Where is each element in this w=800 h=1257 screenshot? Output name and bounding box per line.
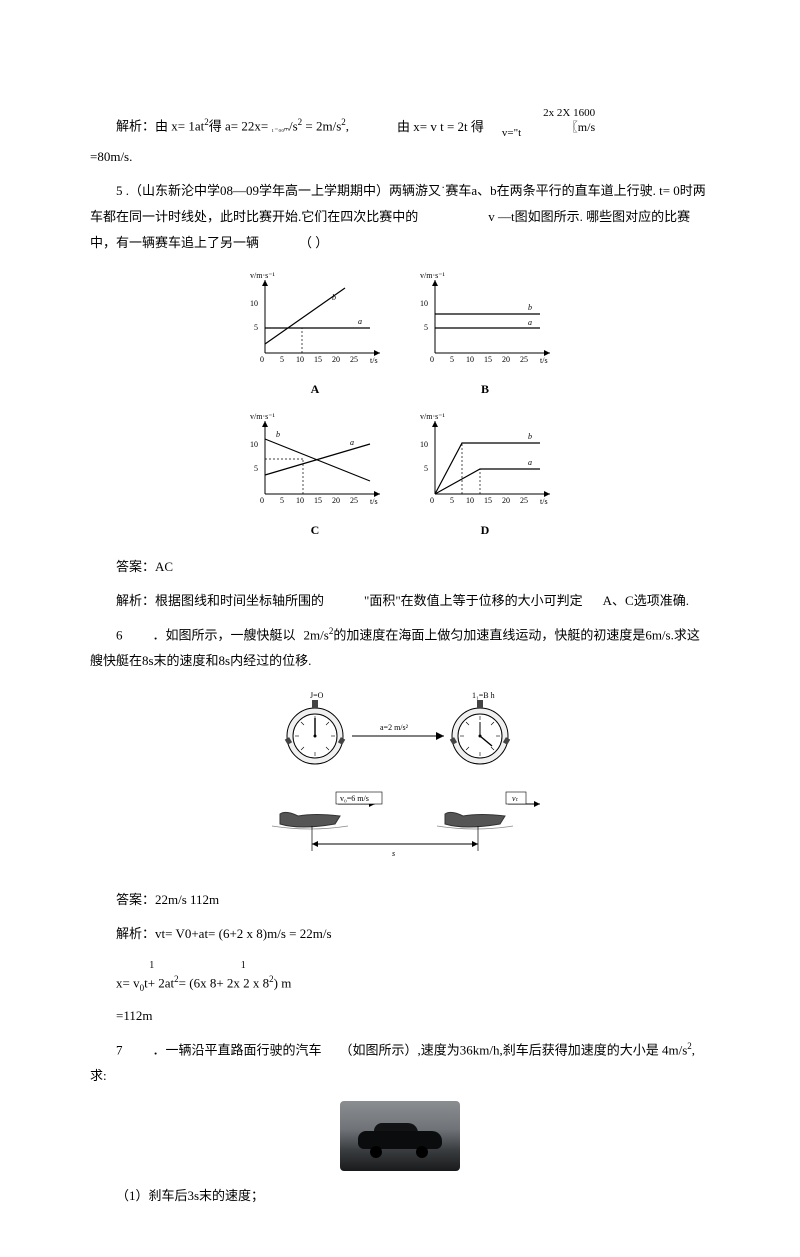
- svg-text:0: 0: [260, 355, 264, 364]
- svg-text:5: 5: [450, 496, 454, 505]
- svg-text:10: 10: [466, 355, 474, 364]
- svg-text:v/m·s⁻¹: v/m·s⁻¹: [250, 412, 275, 421]
- svg-text:a: a: [358, 317, 362, 326]
- svg-text:b: b: [528, 303, 532, 312]
- document-page: 解析：由 x= 1at2得 a= 22x= ₁₋₀₀ₘ/s2 = 2m/s2, …: [0, 0, 800, 1257]
- text: 得 a= 22x=: [209, 119, 272, 134]
- svg-text:25: 25: [520, 496, 528, 505]
- q7-sub1: （1）刹车后3s末的速度；: [90, 1183, 710, 1209]
- svg-text:t/s: t/s: [540, 356, 548, 365]
- s-label: s: [392, 849, 395, 858]
- q5-charts: v/m·s⁻¹ t/s 0 510152025 510 b a A v: [90, 268, 710, 542]
- svg-text:20: 20: [332, 496, 340, 505]
- q6-diagram: J=O 1₁=B h: [90, 686, 710, 875]
- svg-text:t/s: t/s: [540, 497, 548, 506]
- svg-text:10: 10: [296, 496, 304, 505]
- chart-B: v/m·s⁻¹ t/s 0 510152025 510 b a B: [410, 268, 560, 401]
- svg-text:15: 15: [314, 496, 322, 505]
- svg-text:5: 5: [280, 496, 284, 505]
- text: 解析：由 x= 1at: [116, 119, 204, 134]
- left-time-label: J=O: [310, 691, 324, 700]
- chart-A: v/m·s⁻¹ t/s 0 510152025 510 b a A: [240, 268, 390, 401]
- svg-text:a: a: [350, 438, 354, 447]
- svg-text:5: 5: [424, 464, 428, 473]
- boat-right: [437, 813, 513, 830]
- svg-text:t/s: t/s: [370, 497, 378, 506]
- svg-text:a: a: [528, 458, 532, 467]
- svg-text:25: 25: [350, 355, 358, 364]
- stopwatch-right: [450, 700, 510, 764]
- svg-text:0: 0: [430, 496, 434, 505]
- svg-text:10: 10: [250, 299, 258, 308]
- svg-text:20: 20: [502, 496, 510, 505]
- svg-text:25: 25: [520, 355, 528, 364]
- q7-car-image: [90, 1101, 710, 1171]
- q5-stem: 5 .（山东新沦中学08—09学年高一上学期期中）两辆游又˙赛车a、b在两条平行…: [90, 178, 710, 256]
- svg-text:v/m·s⁻¹: v/m·s⁻¹: [420, 271, 445, 280]
- svg-text:10: 10: [250, 440, 258, 449]
- svg-text:5: 5: [254, 464, 258, 473]
- svg-text:v/m·s⁻¹: v/m·s⁻¹: [250, 271, 275, 280]
- svg-text:0: 0: [260, 496, 264, 505]
- analysis-6c: =112m: [90, 1003, 710, 1029]
- vt-label: v="t: [502, 126, 521, 141]
- analysis-6a: 解析：vt= V0+at= (6+2 x 8)m/s = 22m/s: [90, 921, 710, 947]
- analysis-4: 解析：由 x= 1at2得 a= 22x= ₁₋₀₀ₘ/s2 = 2m/s2, …: [90, 108, 710, 136]
- svg-text:15: 15: [484, 355, 492, 364]
- svg-text:a: a: [528, 318, 532, 327]
- v0-label: v₀=6 m/s: [340, 794, 369, 803]
- svg-text:t/s: t/s: [370, 356, 378, 365]
- numer: 2x 2X 1600: [543, 108, 595, 119]
- svg-text:10: 10: [420, 440, 428, 449]
- svg-text:10: 10: [296, 355, 304, 364]
- chart-D: v/m·s⁻¹ t/s 0 510152025 510 b a D: [410, 409, 560, 542]
- unit: 〖m/s: [543, 119, 595, 136]
- result-80: =80m/s.: [90, 144, 710, 170]
- svg-text:10: 10: [420, 299, 428, 308]
- svg-text:0: 0: [430, 355, 434, 364]
- svg-text:5: 5: [254, 323, 258, 332]
- answer-5: 答案：AC: [90, 554, 710, 580]
- svg-text:25: 25: [350, 496, 358, 505]
- svg-text:b: b: [332, 293, 336, 302]
- svg-text:5: 5: [450, 355, 454, 364]
- analysis-5: 解析：根据图线和时间坐标轴所围的"面积"在数值上等于位移的大小可判定A、C选项准…: [90, 588, 710, 614]
- chart-C: v/m·s⁻¹ t/s 0 510152025 510 b a C: [240, 409, 390, 542]
- accel-label: a=2 m/s²: [380, 723, 409, 732]
- svg-text:5: 5: [280, 355, 284, 364]
- svg-text:v/m·s⁻¹: v/m·s⁻¹: [420, 412, 445, 421]
- right-time-label: 1₁=B h: [472, 691, 495, 700]
- svg-text:5: 5: [424, 323, 428, 332]
- svg-text:10: 10: [466, 496, 474, 505]
- q7-stem: 7．一辆沿平直路面行驶的汽车（如图所示）,速度为36km/h,刹车后获得加速度的…: [90, 1037, 710, 1089]
- svg-text:15: 15: [314, 355, 322, 364]
- stopwatch-left: [285, 700, 345, 764]
- svg-text:b: b: [528, 432, 532, 441]
- svg-text:b: b: [276, 430, 280, 439]
- svg-text:20: 20: [502, 355, 510, 364]
- boat-left: [272, 813, 348, 830]
- text: 由 x= v t = 2t 得: [397, 118, 484, 136]
- answer-6: 答案：22m/s 112m: [90, 887, 710, 913]
- svg-text:20: 20: [332, 355, 340, 364]
- q6-stem: 6．如图所示，一艘快艇以2m/s2的加速度在海面上做匀加速直线运动，快艇的初速度…: [90, 622, 710, 674]
- svg-text:15: 15: [484, 496, 492, 505]
- analysis-6b: 1 1 x= v0t+ 2at2= (6x 8+ 2x 2 x 82) m: [90, 955, 710, 995]
